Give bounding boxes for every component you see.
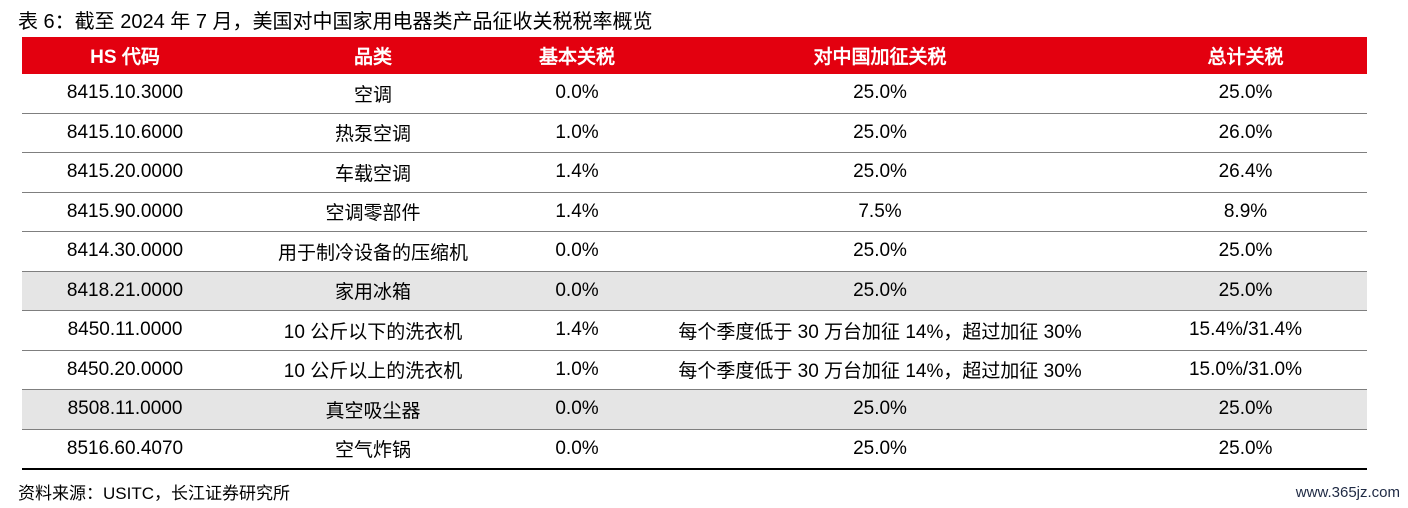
cell-additional-tariff: 每个季度低于 30 万台加征 14%，超过加征 30% bbox=[636, 310, 1124, 351]
cell-base-tariff: 0.0% bbox=[518, 271, 636, 311]
cell-hs-code: 8508.11.0000 bbox=[22, 389, 228, 430]
cell-category: 空调零部件 bbox=[228, 192, 518, 232]
table-row: 8418.21.0000 家用冰箱 0.0% 25.0% 25.0% bbox=[22, 271, 1367, 311]
cell-base-tariff: 0.0% bbox=[518, 231, 636, 272]
table-row: 8415.90.0000 空调零部件 1.4% 7.5% 8.9% bbox=[22, 192, 1367, 232]
cell-total-tariff: 25.0% bbox=[1124, 429, 1367, 470]
cell-category: 热泵空调 bbox=[228, 113, 518, 153]
header-total-tariff: 总计关税 bbox=[1124, 37, 1367, 74]
cell-hs-code: 8450.20.0000 bbox=[22, 350, 228, 390]
cell-total-tariff: 15.4%/31.4% bbox=[1124, 310, 1367, 351]
cell-total-tariff: 25.0% bbox=[1124, 389, 1367, 430]
cell-hs-code: 8414.30.0000 bbox=[22, 231, 228, 272]
source-note: 资料来源：USITC，长江证券研究所 bbox=[18, 484, 290, 503]
cell-category: 用于制冷设备的压缩机 bbox=[228, 231, 518, 272]
cell-hs-code: 8415.20.0000 bbox=[22, 152, 228, 193]
cell-base-tariff: 0.0% bbox=[518, 389, 636, 430]
cell-additional-tariff: 25.0% bbox=[636, 152, 1124, 193]
cell-base-tariff: 0.0% bbox=[518, 429, 636, 470]
cell-category: 空气炸锅 bbox=[228, 429, 518, 470]
cell-total-tariff: 15.0%/31.0% bbox=[1124, 350, 1367, 390]
cell-base-tariff: 1.4% bbox=[518, 152, 636, 193]
cell-hs-code: 8516.60.4070 bbox=[22, 429, 228, 470]
cell-additional-tariff: 25.0% bbox=[636, 429, 1124, 470]
cell-additional-tariff: 25.0% bbox=[636, 389, 1124, 430]
cell-base-tariff: 1.0% bbox=[518, 350, 636, 390]
cell-additional-tariff: 25.0% bbox=[636, 231, 1124, 272]
header-base-tariff: 基本关税 bbox=[518, 37, 636, 74]
cell-category: 家用冰箱 bbox=[228, 271, 518, 311]
table-row: 8415.20.0000 车载空调 1.4% 25.0% 26.4% bbox=[22, 152, 1367, 193]
table-row: 8508.11.0000 真空吸尘器 0.0% 25.0% 25.0% bbox=[22, 389, 1367, 430]
cell-category: 真空吸尘器 bbox=[228, 389, 518, 430]
cell-base-tariff: 0.0% bbox=[518, 74, 636, 114]
table-row: 8516.60.4070 空气炸锅 0.0% 25.0% 25.0% bbox=[22, 429, 1367, 470]
cell-total-tariff: 26.4% bbox=[1124, 152, 1367, 193]
cell-total-tariff: 8.9% bbox=[1124, 192, 1367, 232]
table-row: 8414.30.0000 用于制冷设备的压缩机 0.0% 25.0% 25.0% bbox=[22, 231, 1367, 272]
cell-additional-tariff: 每个季度低于 30 万台加征 14%，超过加征 30% bbox=[636, 350, 1124, 390]
header-hs-code: HS 代码 bbox=[22, 37, 228, 74]
cell-category: 空调 bbox=[228, 74, 518, 114]
table-caption: 表 6：截至 2024 年 7 月，美国对中国家用电器类产品征收关税税率概览 bbox=[18, 11, 653, 33]
cell-base-tariff: 1.0% bbox=[518, 113, 636, 153]
cell-hs-code: 8415.90.0000 bbox=[22, 192, 228, 232]
cell-category: 10 公斤以上的洗衣机 bbox=[228, 350, 518, 390]
header-category: 品类 bbox=[228, 37, 518, 74]
tariff-table: HS 代码 品类 基本关税 对中国加征关税 总计关税 8415.10.3000 空… bbox=[22, 37, 1367, 470]
table-row: 8450.20.0000 10 公斤以上的洗衣机 1.0% 每个季度低于 30 万台加… bbox=[22, 350, 1367, 390]
table-header-row: HS 代码 品类 基本关税 对中国加征关税 总计关税 bbox=[22, 37, 1367, 74]
cell-hs-code: 8415.10.6000 bbox=[22, 113, 228, 153]
cell-total-tariff: 25.0% bbox=[1124, 74, 1367, 114]
table-row: 8415.10.6000 热泵空调 1.0% 25.0% 26.0% bbox=[22, 113, 1367, 153]
table-row: 8415.10.3000 空调 0.0% 25.0% 25.0% bbox=[22, 74, 1367, 114]
cell-category: 10 公斤以下的洗衣机 bbox=[228, 310, 518, 351]
cell-base-tariff: 1.4% bbox=[518, 192, 636, 232]
cell-category: 车载空调 bbox=[228, 152, 518, 193]
cell-hs-code: 8450.11.0000 bbox=[22, 310, 228, 351]
cell-additional-tariff: 25.0% bbox=[636, 113, 1124, 153]
cell-total-tariff: 26.0% bbox=[1124, 113, 1367, 153]
header-additional-tariff: 对中国加征关税 bbox=[636, 37, 1124, 74]
cell-total-tariff: 25.0% bbox=[1124, 231, 1367, 272]
cell-base-tariff: 1.4% bbox=[518, 310, 636, 351]
cell-hs-code: 8415.10.3000 bbox=[22, 74, 228, 114]
watermark: www.365jz.com bbox=[1295, 484, 1400, 501]
table-row: 8450.11.0000 10 公斤以下的洗衣机 1.4% 每个季度低于 30 万台加… bbox=[22, 310, 1367, 351]
cell-total-tariff: 25.0% bbox=[1124, 271, 1367, 311]
cell-additional-tariff: 7.5% bbox=[636, 192, 1124, 232]
cell-hs-code: 8418.21.0000 bbox=[22, 271, 228, 311]
cell-additional-tariff: 25.0% bbox=[636, 74, 1124, 114]
table-body: 8415.10.3000 空调 0.0% 25.0% 25.0% 8415.10.6000… bbox=[22, 74, 1367, 470]
cell-additional-tariff: 25.0% bbox=[636, 271, 1124, 311]
